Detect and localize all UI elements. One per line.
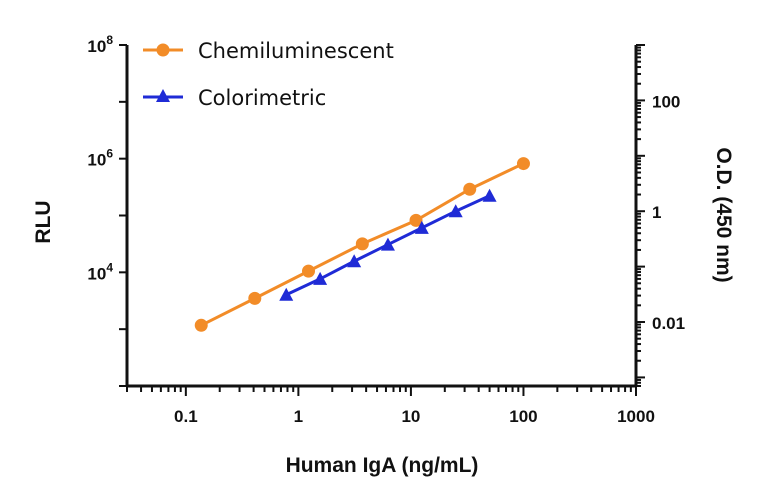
- data-point-colorimetric: [414, 220, 429, 234]
- legend-label-chemiluminescent: Chemiluminescent: [198, 39, 394, 63]
- legend-marker-colorimetric: [156, 89, 170, 102]
- axes: [119, 44, 645, 396]
- x-tick-label: 1: [294, 407, 303, 426]
- data-point-chemiluminescent: [302, 264, 316, 278]
- data-point-colorimetric: [380, 237, 395, 251]
- y-tick-label: 106: [87, 147, 113, 170]
- ticks: 0.1 1 10 100 1000 108 106 104 100 1 0.01: [87, 33, 685, 426]
- y2-tick-label: 100: [652, 92, 680, 111]
- y-axis-title: RLU: [32, 200, 55, 243]
- x-tick-label: 100: [509, 407, 537, 426]
- data-point-chemiluminescent: [355, 237, 369, 251]
- data-point-chemiluminescent: [409, 213, 423, 227]
- x-tick-label: 1000: [617, 407, 655, 426]
- y-tick-label: 108: [87, 33, 113, 56]
- data-point-colorimetric: [347, 254, 362, 268]
- series-layer: [194, 157, 530, 332]
- y2-axis-title: O.D. (450 nm): [712, 147, 735, 282]
- legend-marker-chemiluminescent: [156, 43, 170, 57]
- x-tick-label: 10: [401, 407, 420, 426]
- y2-tick-label: 0.01: [652, 314, 685, 333]
- legend-item-chemiluminescent: Chemiluminescent: [143, 39, 394, 63]
- data-point-chemiluminescent: [463, 182, 477, 196]
- data-point-chemiluminescent: [194, 318, 208, 332]
- data-point-chemiluminescent: [248, 291, 262, 305]
- legend-item-colorimetric: Colorimetric: [143, 86, 326, 110]
- data-point-colorimetric: [448, 204, 463, 218]
- y-tick-label: 104: [87, 260, 113, 283]
- x-tick-label: 0.1: [174, 407, 198, 426]
- data-point-colorimetric: [482, 188, 497, 202]
- data-point-colorimetric: [279, 287, 294, 301]
- x-axis-title: Human IgA (ng/mL): [286, 454, 479, 477]
- data-point-colorimetric: [313, 271, 328, 285]
- data-point-chemiluminescent: [516, 157, 530, 171]
- y2-tick-label: 1: [652, 203, 661, 222]
- legend: Chemiluminescent Colorimetric: [143, 39, 394, 110]
- legend-label-colorimetric: Colorimetric: [198, 86, 326, 110]
